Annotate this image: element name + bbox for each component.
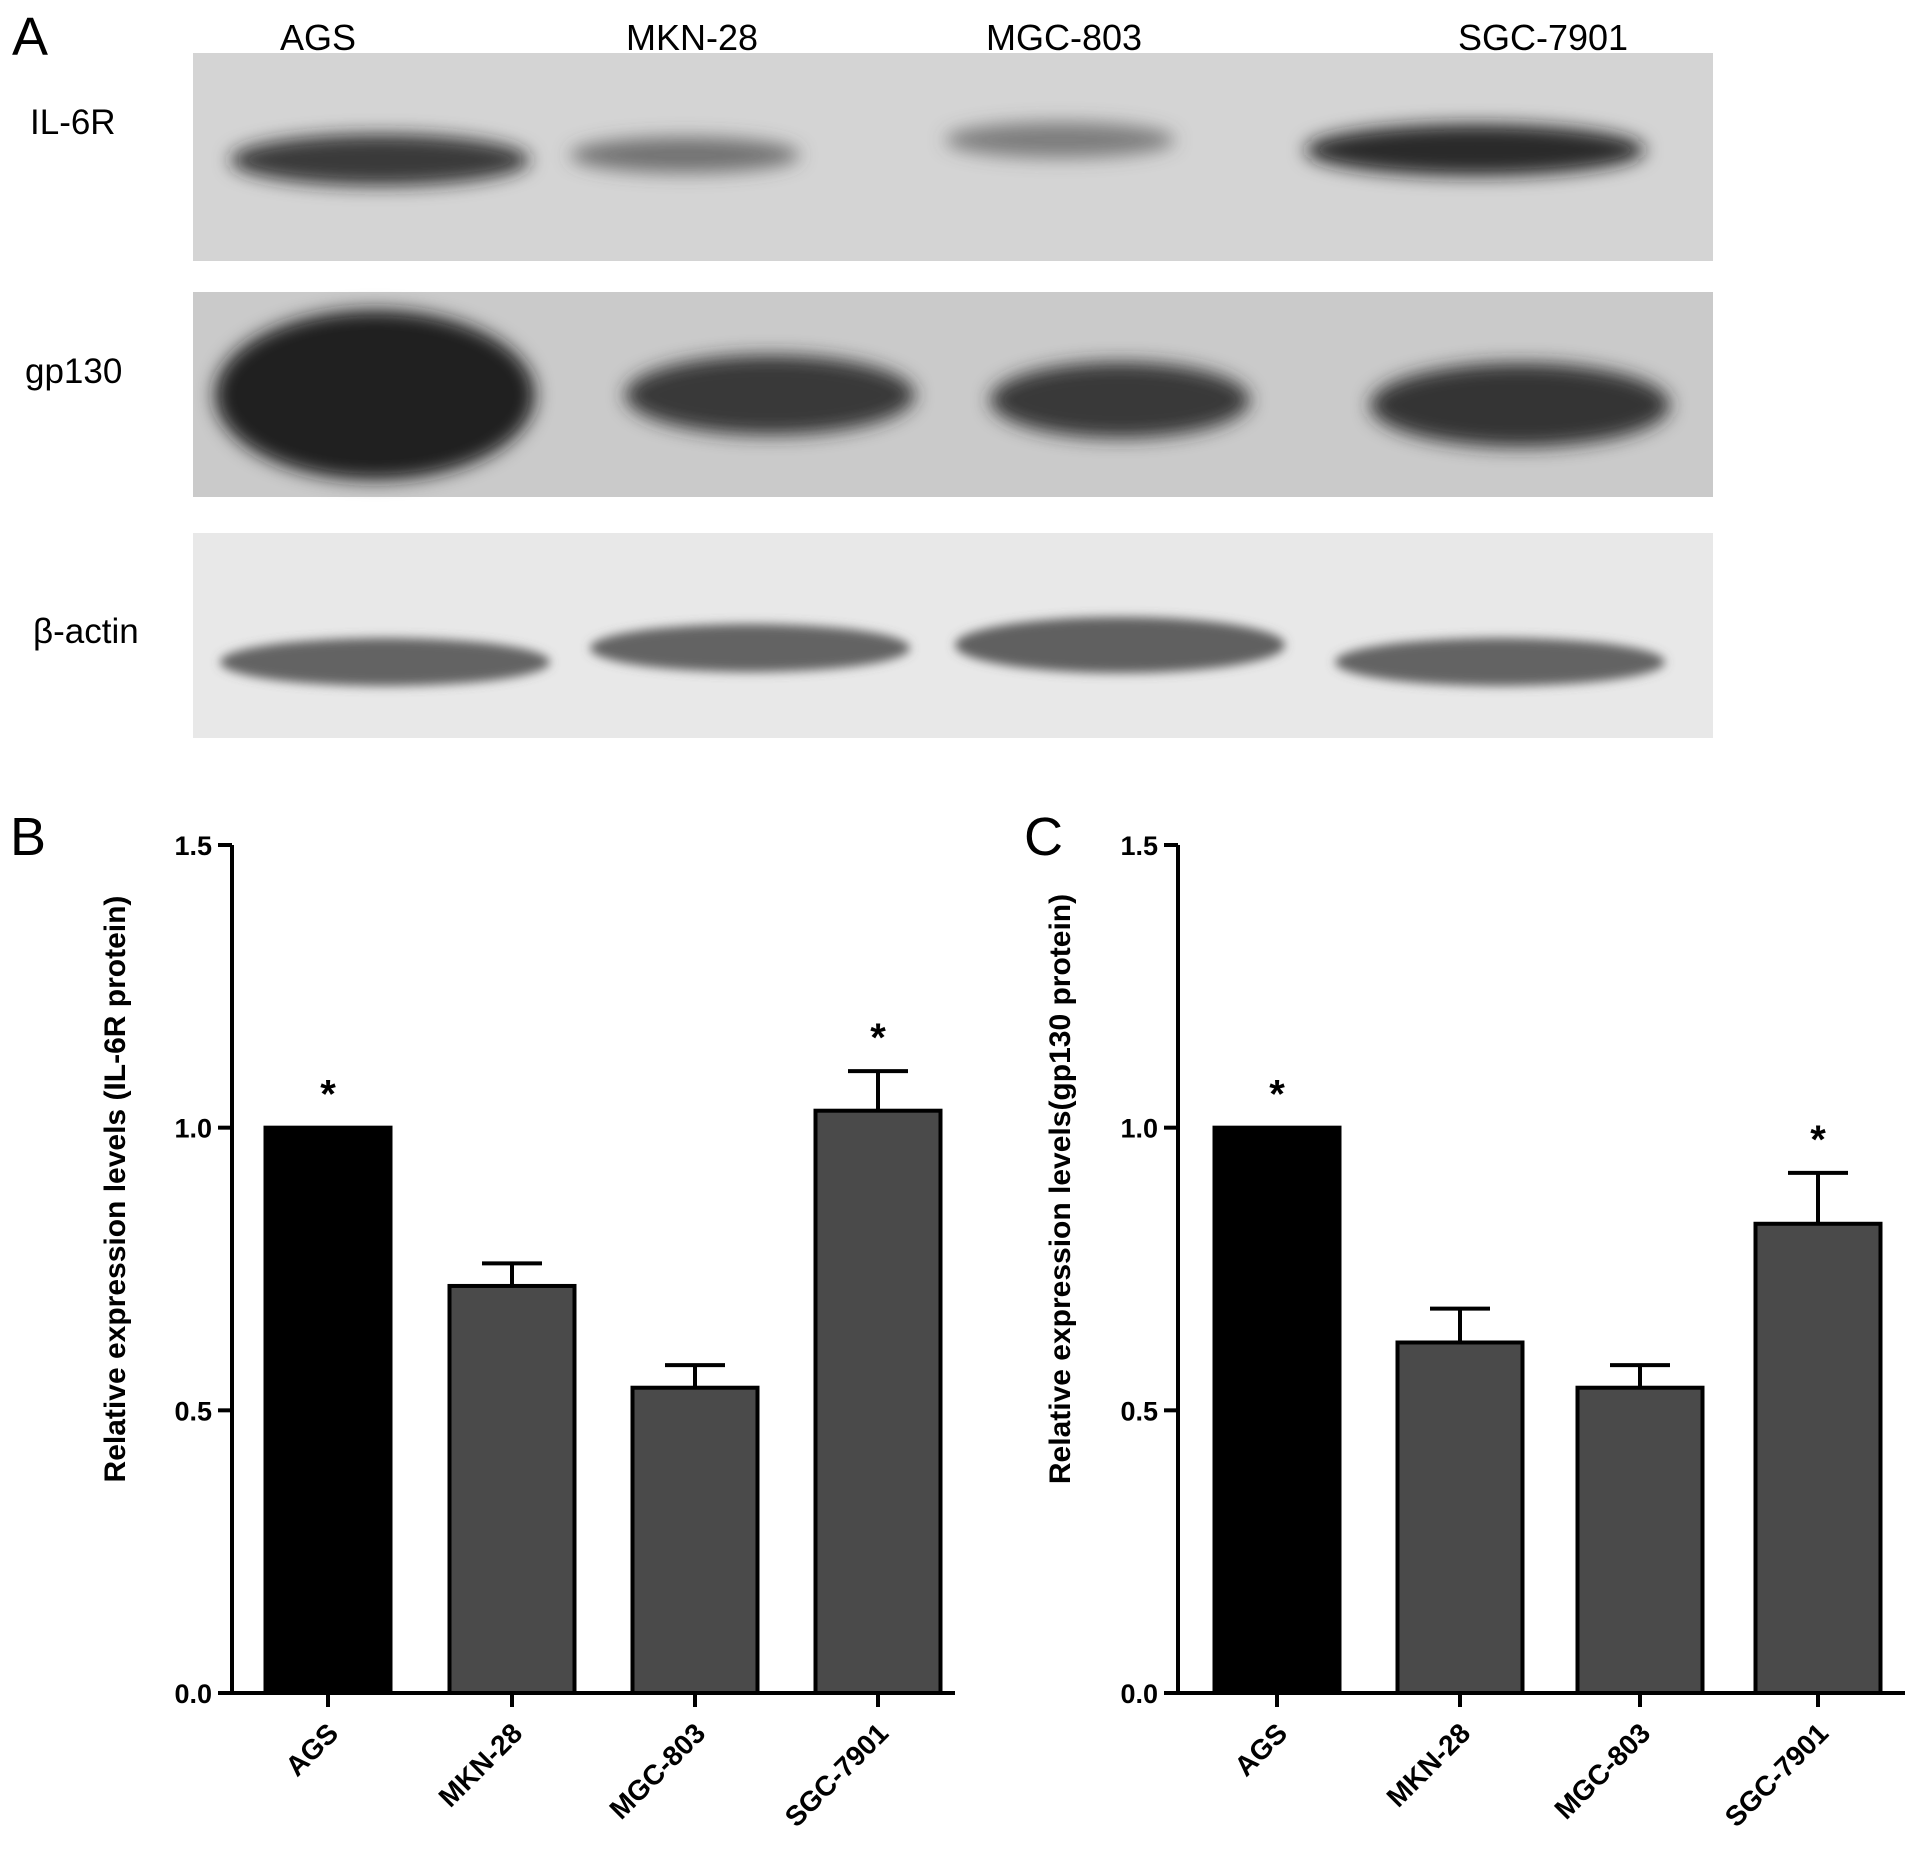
band-gp130-ags — [215, 310, 535, 480]
y-tick-label-c: 1.5 — [1120, 831, 1158, 861]
y-tick-label-c: 1.0 — [1120, 1114, 1158, 1144]
x-tick-label-b: MKN-28 — [433, 1717, 529, 1813]
band-il-6r-mkn-28 — [570, 137, 800, 173]
band-gp130-mgc-803 — [990, 362, 1250, 438]
significance-star-c: * — [1810, 1118, 1826, 1162]
bar-b-mkn-28 — [447, 1283, 577, 1695]
band-beta-actin-sgc-7901 — [1335, 638, 1665, 686]
x-tick-label-c: AGS — [1228, 1717, 1293, 1782]
panel-c-chart: C Relative expression levels(gp130 prote… — [1024, 807, 1905, 1833]
y-tick-label-c: 0.0 — [1120, 1679, 1158, 1709]
bar-c-sgc-7901 — [1753, 1221, 1883, 1695]
bar-c-mkn-28 — [1395, 1340, 1525, 1695]
blot-strip-il-6r — [193, 53, 1713, 261]
band-beta-actin-mkn-28 — [590, 624, 910, 672]
y-tick-label-b: 1.0 — [174, 1114, 212, 1144]
y-tick-label-b: 0.0 — [174, 1679, 212, 1709]
panel-letter-a: A — [12, 7, 48, 67]
plot-area-c: 0.0 0.5 1.0 1.5 AGS * MKN-28 MGC-803 SGC-7901 * — [1120, 831, 1905, 1833]
panel-letter-c: C — [1024, 807, 1063, 867]
blot-background-beta-actin — [193, 533, 1713, 738]
lane-label-mkn-28: MKN-28 — [626, 17, 758, 58]
panel-a: A AGS MKN-28 MGC-803 SGC-7901 IL-6R gp13… — [12, 7, 1713, 738]
band-il-6r-mgc-803 — [945, 122, 1175, 158]
bar-c-mgc-803 — [1575, 1385, 1705, 1695]
bar-b-ags — [263, 1125, 393, 1695]
plot-area-b: 0.0 0.5 1.0 1.5 AGS * MKN-28 MGC-803 SGC-7901 * — [174, 831, 955, 1833]
lane-label-mgc-803: MGC-803 — [986, 17, 1142, 58]
panel-b-chart: B Relative expression levels (IL-6R prot… — [10, 807, 955, 1833]
band-il-6r-ags — [230, 134, 530, 186]
band-beta-actin-ags — [220, 638, 550, 686]
y-axis-title-b: Relative expression levels (IL-6R protei… — [99, 896, 132, 1483]
significance-star-b: * — [320, 1073, 336, 1117]
row-label-beta-actin: β-actin — [33, 612, 139, 651]
bar-b-mgc-803 — [630, 1385, 760, 1695]
y-tick-label-c: 0.5 — [1120, 1396, 1158, 1426]
significance-star-c: * — [1269, 1073, 1285, 1117]
y-axis-title-c: Relative expression levels(gp130 protein… — [1044, 894, 1077, 1484]
x-tick-label-b: SGC-7901 — [779, 1717, 894, 1832]
x-tick-label-c: MGC-803 — [1548, 1717, 1656, 1825]
significance-star-b: * — [870, 1016, 886, 1060]
blot-strip-beta-actin — [193, 533, 1713, 738]
x-tick-label-c: SGC-7901 — [1719, 1717, 1834, 1832]
lane-label-ags: AGS — [280, 17, 356, 58]
band-gp130-sgc-7901 — [1370, 363, 1670, 447]
row-label-gp130: gp130 — [25, 352, 122, 391]
y-tick-label-b: 1.5 — [174, 831, 212, 861]
bar-b-sgc-7901 — [813, 1108, 943, 1695]
row-label-il-6r: IL-6R — [30, 103, 116, 142]
band-gp130-mkn-28 — [625, 355, 915, 435]
bar-c-ags — [1212, 1125, 1342, 1695]
x-tick-label-b: MGC-803 — [603, 1717, 711, 1825]
lane-label-sgc-7901: SGC-7901 — [1458, 17, 1628, 58]
x-tick-label-b: AGS — [279, 1717, 344, 1782]
panel-letter-b: B — [10, 807, 46, 867]
y-tick-label-b: 0.5 — [174, 1396, 212, 1426]
band-beta-actin-mgc-803 — [955, 617, 1285, 673]
band-il-6r-sgc-7901 — [1305, 124, 1645, 176]
blot-strip-gp130 — [193, 292, 1713, 497]
x-tick-label-c: MKN-28 — [1381, 1717, 1477, 1813]
